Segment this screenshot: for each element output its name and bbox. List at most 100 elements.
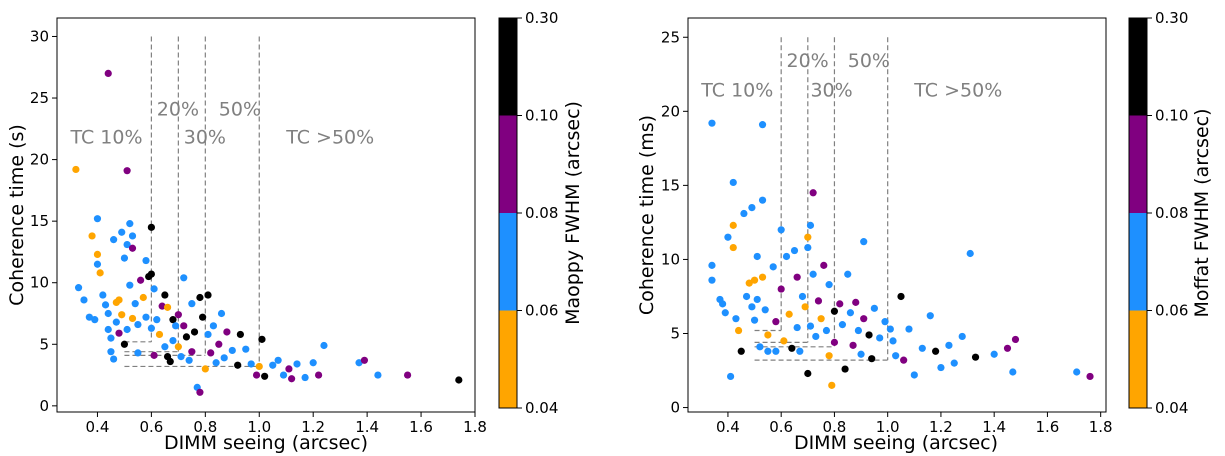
left-xtick-label-5: 1.4	[355, 418, 379, 436]
left-point-40	[142, 256, 150, 265]
right-xtick-label-7: 1.8	[1089, 418, 1113, 436]
right-colorbar: 0.04 0.06 0.08 0.10 0.30 Moffat FWHM (arcsec…	[1128, 9, 1213, 417]
left-point-45	[147, 324, 155, 332]
right-point-73	[865, 331, 873, 339]
left-point-26	[120, 254, 129, 262]
right-point-23	[753, 295, 761, 304]
left-colorbar-block-3	[499, 18, 517, 116]
left-x-ticks: 0.4 0.6 0.8 1.0 1.2 1.4 1.6 1.8	[86, 412, 487, 436]
left-plot-frame	[56, 17, 476, 413]
left-point-74	[204, 291, 212, 299]
left-point-96	[288, 375, 296, 383]
right-xtick-label-2: 0.8	[823, 418, 847, 436]
left-point-67	[188, 348, 196, 356]
right-point-67	[849, 341, 857, 349]
left-point-34	[128, 314, 137, 323]
right-point-11	[729, 243, 737, 252]
right-point-68	[852, 298, 860, 306]
left-point-97	[293, 360, 301, 368]
right-point-18	[748, 203, 756, 212]
left-point-68	[190, 328, 199, 336]
left-point-31	[126, 281, 134, 289]
left-point-99	[309, 359, 317, 367]
left-point-1	[104, 69, 112, 78]
right-point-6	[721, 309, 729, 317]
left-point-81	[220, 354, 228, 362]
left-point-17	[107, 348, 115, 356]
left-point-8	[93, 215, 102, 223]
right-colorbar-tick-label-1: 0.06	[1155, 302, 1188, 320]
left-point-77	[209, 322, 218, 330]
right-point-38	[788, 344, 796, 352]
left-point-90	[258, 335, 266, 343]
left-point-47	[150, 351, 158, 359]
right-point-34	[777, 285, 785, 293]
left-point-9	[93, 250, 102, 258]
left-colorbar-block-1	[499, 213, 517, 311]
right-region-label-0: TC 10%	[700, 80, 773, 102]
right-point-31	[772, 318, 780, 326]
left-colorbar-block-2	[499, 115, 517, 213]
left-point-43	[147, 223, 155, 231]
right-point-12	[732, 315, 740, 323]
left-ytick-label-1: 5	[39, 335, 49, 353]
left-point-28	[123, 240, 131, 249]
right-point-13	[734, 326, 743, 335]
left-point-87	[247, 360, 255, 368]
right-ytick-label-0: 0	[670, 399, 680, 417]
right-point-77	[881, 318, 889, 326]
right-point-97	[1011, 335, 1020, 344]
right-point-83	[905, 325, 913, 333]
left-region-label-1: 20%	[157, 98, 199, 120]
left-point-92	[269, 361, 277, 369]
left-point-60	[174, 343, 182, 351]
left-ytick-label-4: 20	[30, 151, 49, 169]
right-colorbar-tick-label-2: 0.08	[1155, 204, 1188, 222]
right-xtick-label-1: 0.6	[769, 418, 793, 436]
left-point-50	[158, 302, 166, 310]
left-point-98	[301, 373, 309, 382]
left-point-38	[137, 276, 145, 284]
right-point-48	[806, 221, 815, 229]
left-point-79	[215, 340, 223, 348]
right-point-99	[1086, 372, 1094, 381]
left-points	[72, 69, 463, 396]
right-point-15	[740, 209, 748, 218]
right-point-10	[729, 221, 737, 229]
right-point-72	[860, 315, 868, 323]
right-point-95	[1003, 344, 1012, 352]
left-point-63	[180, 322, 188, 330]
right-point-80	[892, 352, 900, 360]
left-point-52	[161, 343, 169, 351]
right-point-88	[937, 363, 945, 372]
right-point-69	[854, 326, 862, 335]
left-point-66	[188, 300, 196, 308]
right-point-27	[761, 306, 769, 314]
right-point-26	[758, 273, 767, 281]
right-point-62	[836, 300, 844, 308]
left-colorbar-tick-label-2: 0.08	[525, 204, 558, 222]
right-region-labels: TC 10% 20% 30% 50% TC >50%	[700, 50, 1002, 102]
right-point-63	[838, 321, 847, 329]
left-point-2	[123, 167, 131, 175]
right-point-39	[790, 246, 799, 255]
right-xtick-label-5: 1.4	[982, 418, 1006, 436]
left-colorbar-tick-label-4: 0.30	[525, 9, 558, 27]
right-ytick-label-5: 25	[661, 28, 680, 46]
left-point-101	[320, 341, 328, 350]
left-point-102	[355, 359, 363, 367]
left-point-41	[142, 313, 150, 321]
left-point-82	[223, 328, 231, 336]
right-threshold-lines	[754, 37, 889, 361]
right-point-98	[1073, 368, 1081, 376]
left-ytick-label-3: 15	[30, 212, 49, 230]
right-point-84	[910, 371, 918, 379]
left-point-24	[118, 228, 126, 236]
left-point-44	[147, 270, 155, 278]
left-region-label-3: 50%	[219, 98, 261, 120]
left-point-10	[93, 260, 102, 268]
left-point-36	[134, 320, 142, 329]
left-point-7	[91, 316, 99, 324]
right-point-86	[926, 312, 934, 320]
